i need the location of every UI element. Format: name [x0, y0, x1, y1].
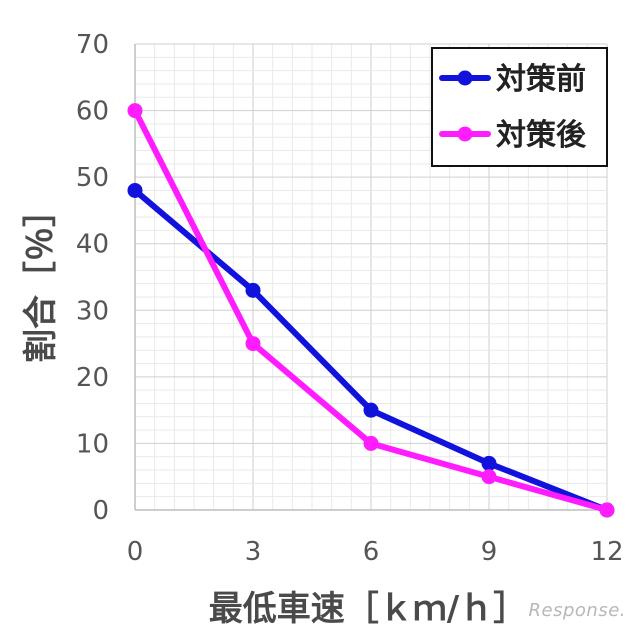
y-tick-label: 70 — [76, 30, 109, 60]
y-tick-label: 40 — [76, 230, 109, 260]
legend-label: 対策後 — [496, 118, 587, 153]
legend-box — [431, 47, 608, 167]
data-point — [599, 502, 615, 518]
x-tick-label: 9 — [481, 537, 498, 567]
tick-labels: 0 10 20 30 40 50 60 70 0 3 6 9 12 — [76, 30, 624, 567]
grid — [134, 43, 608, 511]
series-lines — [127, 103, 615, 518]
data-point — [245, 282, 261, 298]
data-point — [245, 336, 261, 352]
y-tick-label: 50 — [76, 163, 109, 193]
x-tick-label: 0 — [127, 537, 144, 567]
data-point — [363, 402, 379, 418]
x-tick-label: 3 — [245, 537, 262, 567]
legend-swatch-marker — [457, 126, 473, 142]
y-tick-label: 10 — [76, 429, 109, 459]
legend-label: 対策前 — [496, 62, 586, 97]
y-axis-label: 割合［％］ — [21, 193, 61, 363]
x-axis-label: 最低車速［ｋｍ/ｈ］ — [209, 589, 527, 629]
watermark: Response. — [528, 600, 626, 621]
data-point — [481, 455, 497, 471]
y-tick-label: 60 — [76, 97, 109, 127]
plot-frame — [134, 44, 607, 511]
y-tick-label: 20 — [76, 363, 109, 393]
legend-swatch-marker — [457, 70, 473, 86]
x-tick-label: 6 — [363, 537, 380, 567]
data-point — [481, 469, 497, 485]
data-point — [363, 435, 379, 451]
x-tick-label: 12 — [590, 537, 623, 567]
y-tick-label: 0 — [92, 496, 109, 526]
data-point — [127, 103, 143, 119]
y-tick-label: 30 — [76, 296, 109, 326]
data-point — [127, 182, 143, 198]
